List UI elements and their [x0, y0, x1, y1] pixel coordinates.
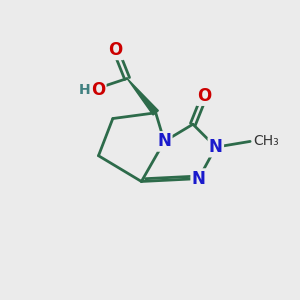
Polygon shape [127, 79, 158, 115]
Text: N: N [158, 132, 171, 150]
Text: N: N [192, 169, 206, 188]
Text: N: N [209, 138, 223, 156]
Text: O: O [197, 87, 212, 105]
Text: O: O [91, 81, 106, 99]
Text: H: H [78, 83, 90, 97]
Text: CH₃: CH₃ [253, 134, 279, 148]
Text: O: O [109, 41, 123, 59]
